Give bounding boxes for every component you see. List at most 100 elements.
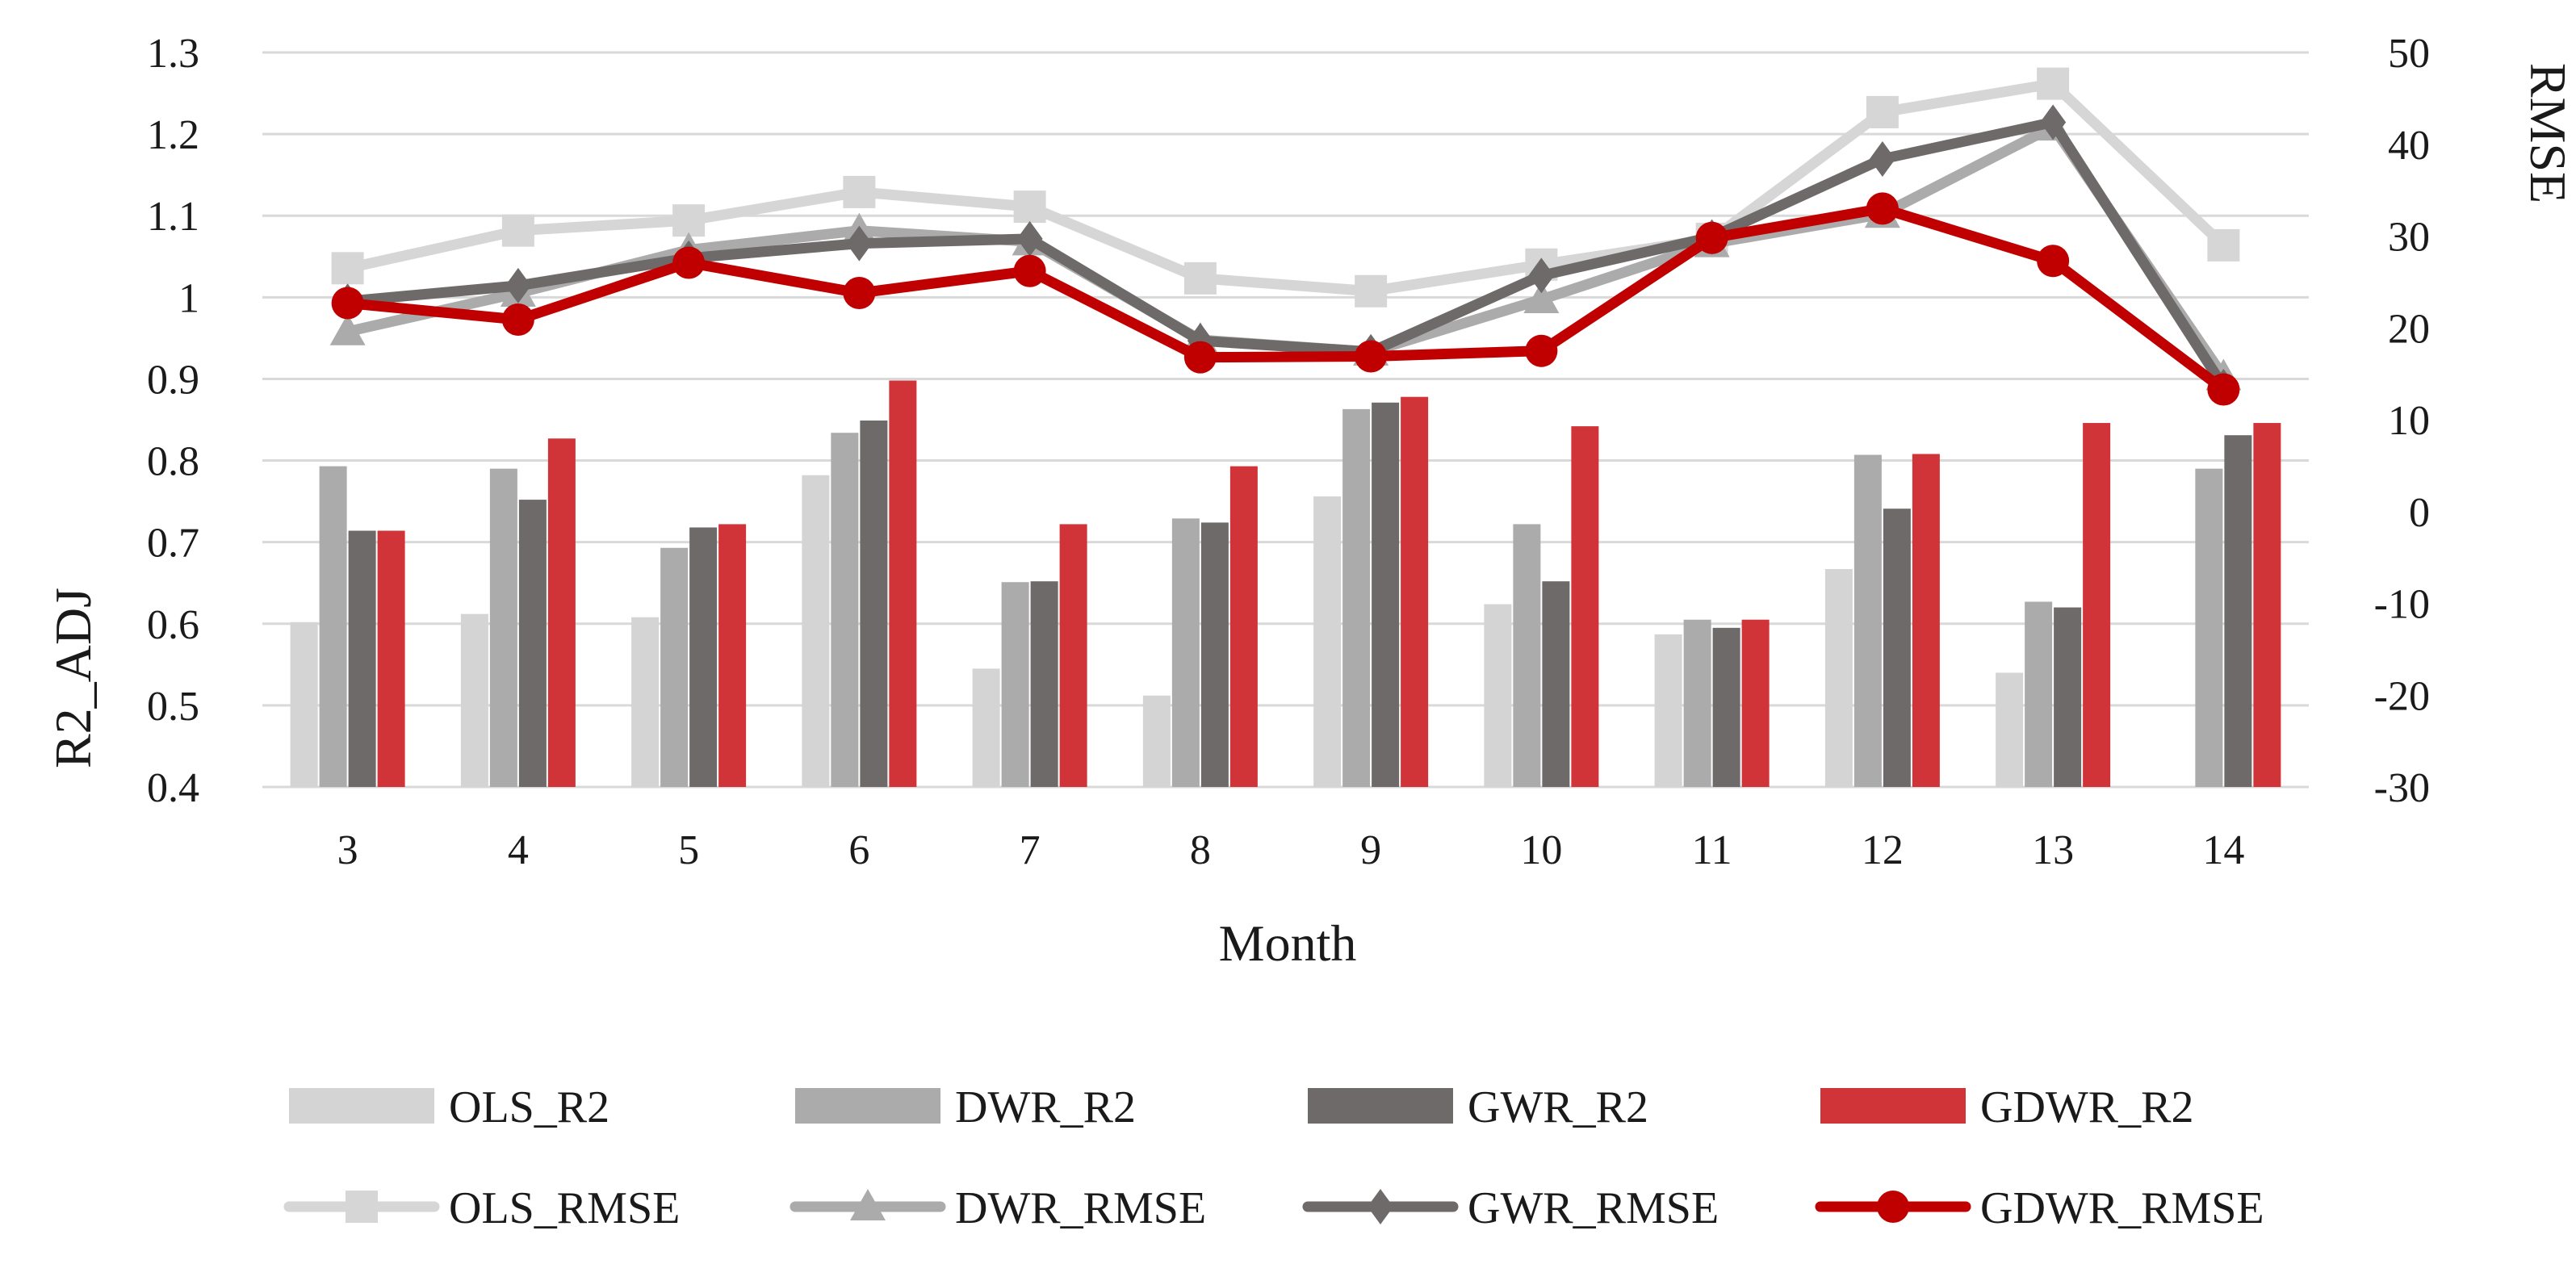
bar-gdwr-r2: [1741, 619, 1770, 787]
right-tick-label: 10: [2388, 398, 2430, 444]
bar-dwr-r2: [660, 547, 689, 787]
legend: OLS_R2 DWR_R2 GWR_R2 GDWR_R2 OLS_RMSE DWR_RMS…: [283, 1082, 2264, 1233]
point-gwr-rmse: [2040, 104, 2067, 140]
bar-gdwr-r2: [2253, 423, 2281, 787]
left-tick-label: 1: [178, 275, 199, 321]
right-tick-label: 50: [2388, 31, 2430, 77]
bar-gdwr-r2: [547, 438, 576, 787]
point-gdwr-rmse: [1013, 254, 1046, 287]
right-tick-label: -20: [2374, 673, 2430, 719]
bar-dwr-r2: [1683, 619, 1711, 787]
right-tick-label: 30: [2388, 215, 2430, 261]
left-tick-label: 0.9: [147, 357, 199, 403]
bar-ols-r2: [1654, 634, 1682, 787]
legend-label-ols-r2: OLS_R2: [449, 1082, 609, 1132]
bar-dwr-r2: [1342, 408, 1371, 787]
bar-dwr-r2: [319, 466, 347, 787]
x-tick-label: 4: [508, 827, 529, 873]
x-tick-label: 12: [1862, 827, 1904, 873]
right-tick-label: 40: [2388, 123, 2430, 169]
left-tick-label: 0.4: [147, 765, 199, 811]
point-ols-rmse: [1183, 262, 1217, 295]
point-gdwr-rmse: [843, 277, 876, 310]
bar-gwr-r2: [1200, 522, 1229, 787]
point-gdwr-rmse: [2207, 373, 2240, 406]
point-ols-rmse: [1013, 190, 1046, 224]
bar-gdwr-r2: [889, 380, 917, 787]
lines-layer: [329, 67, 2242, 406]
bar-gdwr-r2: [1059, 524, 1087, 787]
bar-gwr-r2: [1030, 581, 1058, 787]
point-gdwr-rmse: [501, 303, 534, 337]
bar-gdwr-r2: [1912, 454, 1940, 787]
legend-swatch-gdwr-r2: [1820, 1088, 1966, 1124]
point-gdwr-rmse: [331, 287, 364, 320]
bar-gwr-r2: [348, 530, 376, 787]
bar-gdwr-r2: [718, 524, 747, 787]
point-ols-rmse: [843, 175, 876, 208]
point-ols-rmse: [331, 252, 364, 285]
left-tick-label: 0.8: [147, 439, 199, 485]
bar-ols-r2: [290, 622, 318, 787]
right-tick-label: -30: [2374, 765, 2430, 811]
x-tick-label: 10: [1520, 827, 1562, 873]
legend-marker-gdwr-rmse: [1877, 1191, 1909, 1223]
bar-dwr-r2: [489, 468, 517, 787]
bar-dwr-r2: [2025, 601, 2053, 787]
legend-label-gdwr-r2: GDWR_R2: [1980, 1082, 2193, 1132]
bar-dwr-r2: [2195, 468, 2223, 787]
bar-dwr-r2: [1513, 524, 1541, 787]
point-gwr-rmse: [505, 267, 531, 303]
bar-gdwr-r2: [377, 530, 405, 787]
right-tick-label: 0: [2409, 490, 2430, 536]
left-tick-label: 0.7: [147, 521, 199, 567]
bar-ols-r2: [1484, 604, 1512, 787]
right-tick-label: 20: [2388, 306, 2430, 352]
legend-label-gwr-r2: GWR_R2: [1468, 1082, 1648, 1132]
line-dwr-rmse: [342, 121, 2229, 383]
left-tick-label: 1.3: [147, 31, 199, 77]
bar-gwr-r2: [2054, 607, 2082, 787]
point-gwr-rmse: [1869, 140, 1895, 177]
legend-swatch-ols-r2: [289, 1088, 434, 1124]
x-tick-label: 9: [1360, 827, 1381, 873]
x-tick-label: 6: [848, 827, 869, 873]
point-gdwr-rmse: [1355, 340, 1388, 373]
legend-label-gdwr-rmse: GDWR_RMSE: [1980, 1183, 2264, 1233]
point-gwr-rmse: [1016, 220, 1043, 257]
point-ols-rmse: [501, 214, 534, 247]
point-ols-rmse: [1866, 95, 1899, 128]
bar-ols-r2: [802, 475, 830, 787]
line-gwr-rmse: [342, 116, 2229, 392]
legend-label-dwr-r2: DWR_R2: [955, 1082, 1136, 1132]
bar-dwr-r2: [1171, 518, 1200, 787]
legend-label-ols-rmse: OLS_RMSE: [449, 1183, 680, 1233]
left-tick-label: 0.6: [147, 602, 199, 648]
bar-dwr-r2: [831, 433, 859, 787]
axis-layer: Month R2_ADJ RMSE 0.4 0.5 0.6 0.7 0.8 0.9 1 1.1…: [44, 31, 2576, 972]
legend-swatch-dwr-r2: [795, 1088, 940, 1124]
bar-gwr-r2: [1883, 509, 1911, 787]
line-ols-rmse: [342, 78, 2229, 297]
legend-marker-ols-rmse: [346, 1191, 378, 1223]
x-tick-label: 5: [678, 827, 699, 873]
line-gdwr-rmse: [342, 203, 2229, 395]
bar-gwr-r2: [860, 421, 888, 787]
bar-ols-r2: [1142, 695, 1171, 787]
x-tick-label: 11: [1692, 827, 1732, 873]
bar-ols-r2: [972, 668, 1000, 787]
bar-ols-r2: [1824, 569, 1853, 787]
bar-gdwr-r2: [1571, 426, 1599, 787]
point-ols-rmse: [1355, 274, 1388, 308]
left-axis-title: R2_ADJ: [44, 588, 102, 768]
point-gdwr-rmse: [672, 246, 706, 279]
point-dwr-rmse: [1523, 281, 1560, 313]
x-axis-title: Month: [1219, 915, 1357, 972]
point-gdwr-rmse: [1866, 192, 1899, 225]
bar-ols-r2: [1313, 496, 1342, 787]
bar-gwr-r2: [1372, 402, 1400, 787]
grid-layer: [262, 51, 2309, 789]
point-ols-rmse: [2037, 67, 2070, 100]
bar-gwr-r2: [1542, 581, 1570, 787]
